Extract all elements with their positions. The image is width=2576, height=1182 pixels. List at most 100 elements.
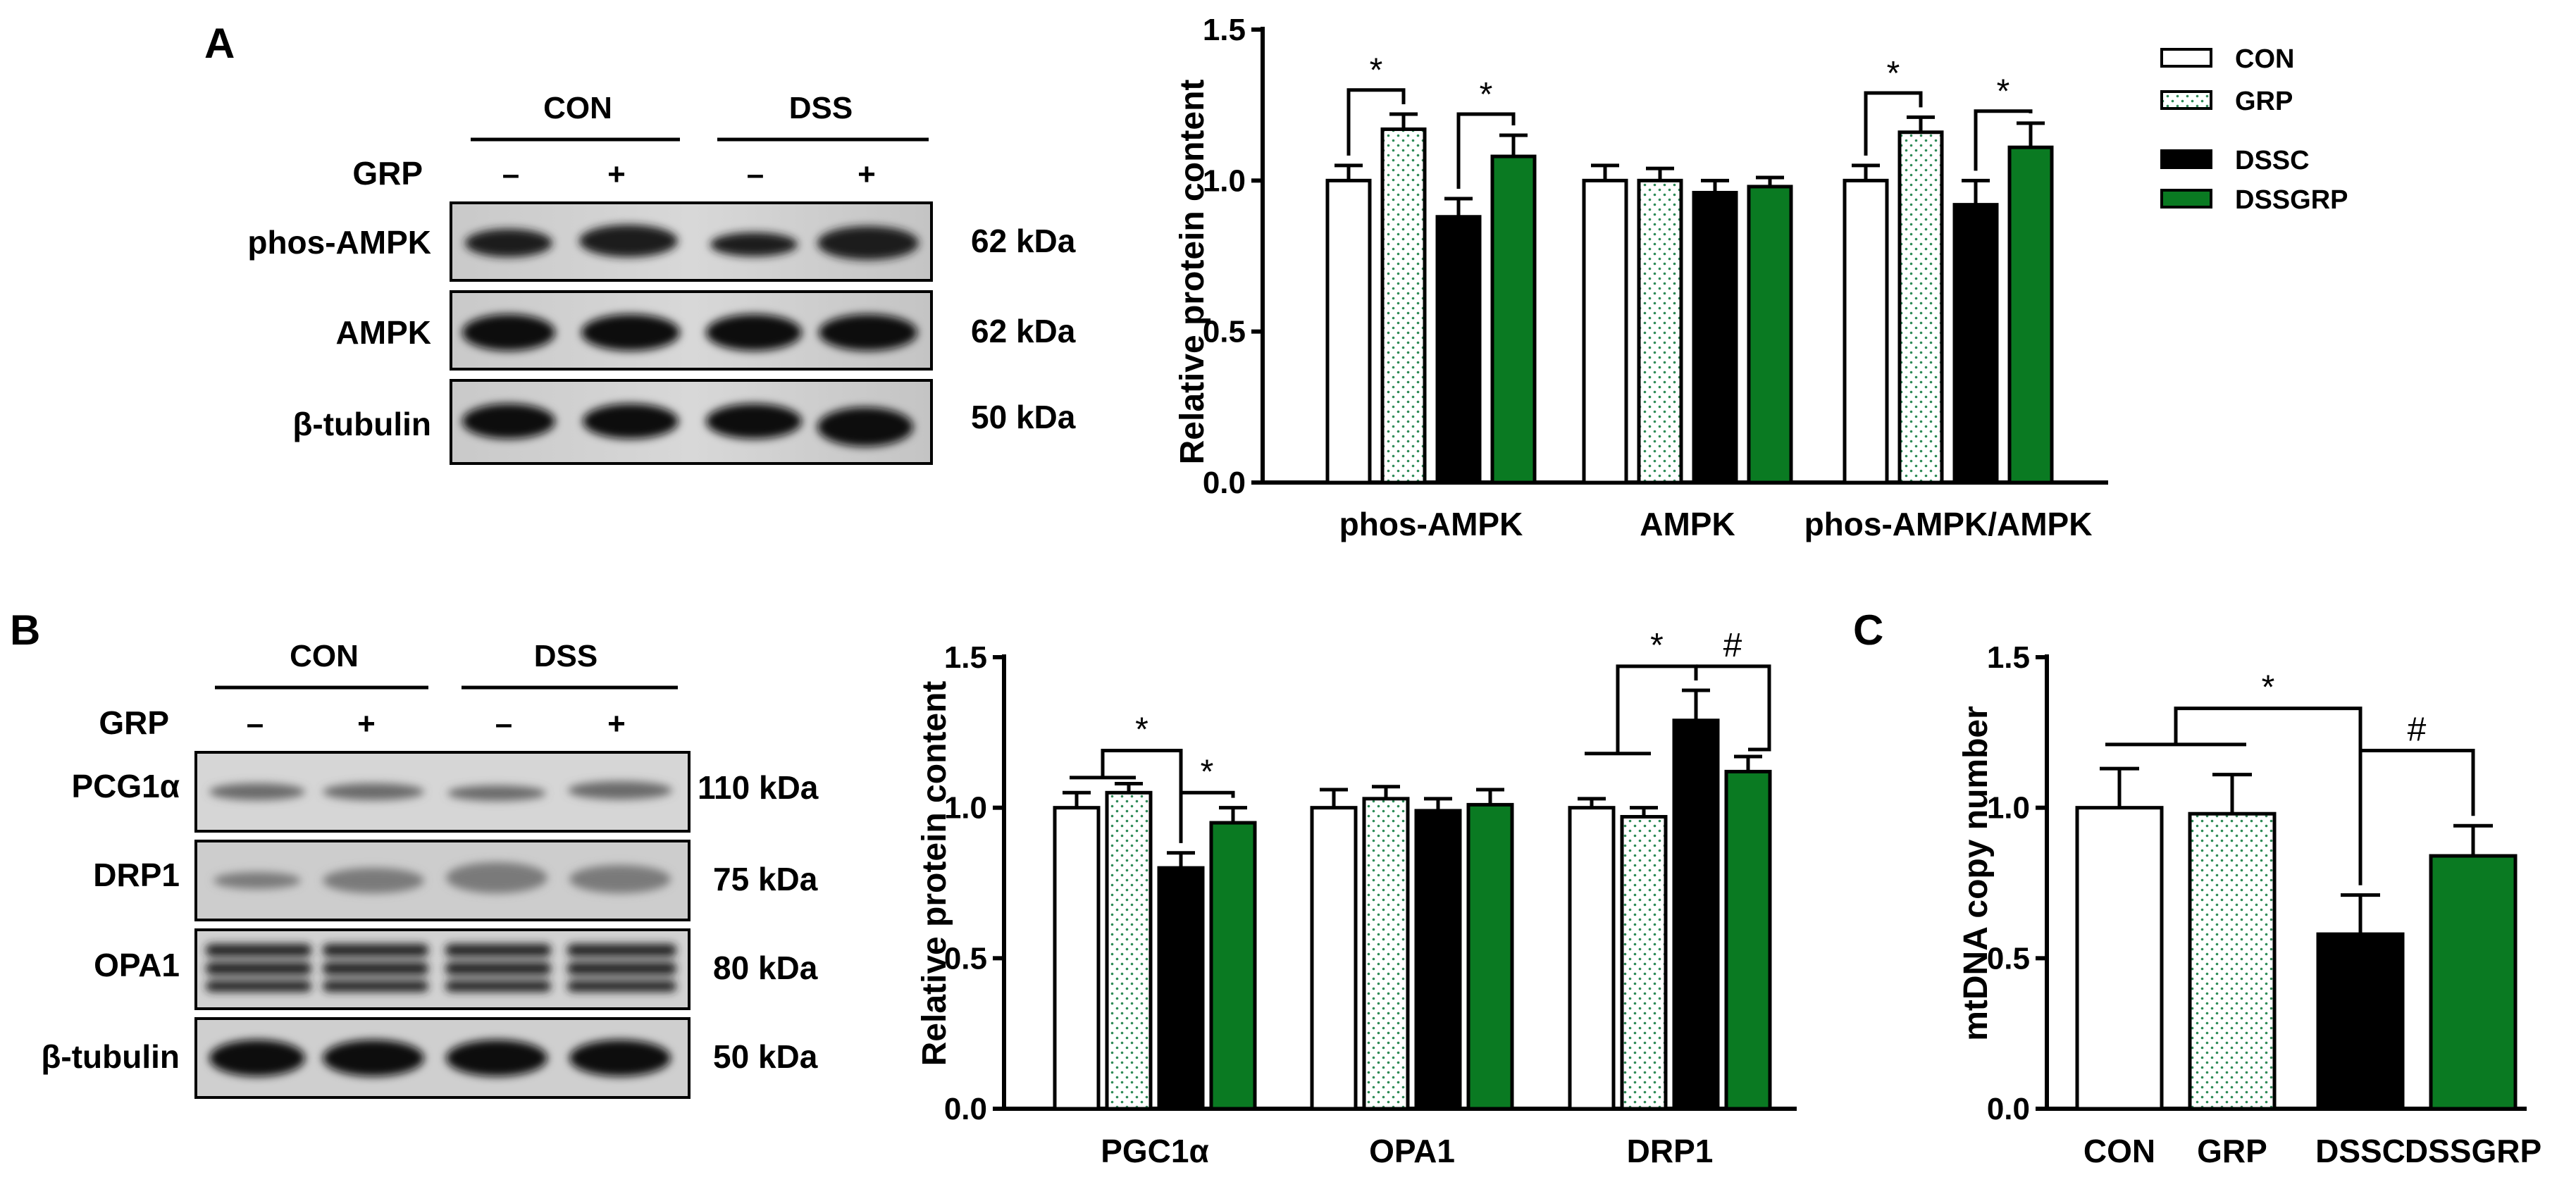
blot-b-size-1: 110 kDa — [698, 769, 819, 806]
chart-c-sig-bracket-1 — [2358, 748, 2475, 885]
blot-b-treatment-label: GRP — [99, 704, 169, 741]
blot-a: CON DSS GRP – + – + phos-AMPK 62 kDa AMP… — [247, 91, 1076, 465]
chart-c-xtick-label-0: CON — [2083, 1133, 2155, 1169]
legend-label-grp: GRP — [2235, 87, 2293, 116]
chart-b-sig-bracket-1 — [1179, 790, 1235, 843]
chart-a-bar-phos-ampk-con — [1325, 178, 1372, 485]
chart-c-bar-grp — [2188, 811, 2277, 1111]
legend-swatch-dssgrp — [2160, 189, 2212, 209]
chart-b-xtick-label-1: OPA1 — [1369, 1133, 1455, 1169]
blot-b-sign-1: – — [247, 707, 264, 741]
blot-b-bands-3 — [206, 944, 676, 992]
chart-b-xtick-label-0: PGC1α — [1101, 1133, 1209, 1169]
blot-b: CON DSS GRP – + – + PCG1α 110 kDa DRP1 7… — [41, 639, 819, 1099]
chart-b-sig-bracket-2 — [1616, 664, 1698, 754]
legend: CON GRP DSSC DSSGRP — [2160, 44, 2348, 215]
chart-c-xtick-label-3: DSSGRP — [2405, 1133, 2541, 1169]
legend-label-dssgrp: DSSGRP — [2235, 185, 2348, 215]
chart-a-bar-ampk-dssc — [1692, 190, 1738, 485]
chart-a-sig-bracket-0 — [1346, 88, 1406, 156]
chart-c-ytick-label-2: 1.0 — [1987, 791, 2030, 826]
legend-label-con: CON — [2235, 44, 2294, 74]
chart-a-xtick-label-0: phos-AMPK — [1339, 506, 1523, 542]
chart-c-bar-dssc — [2316, 932, 2405, 1111]
blot-b-protein-4: β-tubulin — [41, 1038, 180, 1075]
blot-a-bands-2 — [462, 314, 917, 351]
blot-a-sign-1: – — [502, 157, 519, 192]
legend-swatch-con — [2160, 48, 2212, 68]
blot-b-bands-2 — [213, 862, 671, 893]
chart-a-sig-label-1: * — [1480, 76, 1493, 113]
chart-a-bar-phos-ampk-ampk-con — [1843, 178, 1889, 485]
chart-b-bar-pgc1-dssgrp — [1209, 821, 1257, 1111]
chart-c-xtick-label-1: GRP — [2197, 1133, 2267, 1169]
legend-swatch-grp — [2160, 90, 2212, 110]
chart-b-ylabel: Relative protein content — [916, 681, 953, 1066]
chart-b-bar-opa1-dssgrp — [1466, 802, 1514, 1111]
chart-b-bar-drp1-grp — [1620, 814, 1668, 1111]
chart-c-sig-label-0: * — [2262, 669, 2275, 707]
blot-a-protein-3: β-tubulin — [292, 406, 431, 442]
blot-b-size-2: 75 kDa — [713, 861, 818, 897]
chart-a-bar-phos-ampk-ampk-grp — [1897, 130, 1944, 485]
blot-a-protein-1: phos-AMPK — [247, 224, 431, 261]
blot-b-size-3: 80 kDa — [713, 950, 818, 986]
blot-a-size-3: 50 kDa — [971, 399, 1076, 435]
chart-a-ytick-label-1: 0.5 — [1203, 315, 1246, 349]
chart-c-ylabel: mtDNA copy number — [1957, 706, 1995, 1041]
blot-b-group-con: CON — [290, 639, 359, 673]
chart-b-sig-label-0: * — [1135, 711, 1148, 748]
chart-a-bar-phos-ampk-dssgrp — [1490, 154, 1537, 485]
blot-b-sign-4: + — [607, 707, 626, 741]
blot-a-sign-4: + — [857, 157, 876, 192]
chart-a-xtick-label-1: AMPK — [1640, 506, 1735, 542]
chart-a-bar-phos-ampk-ampk-dssgrp — [2007, 145, 2054, 485]
panel-letter-c: C — [1853, 606, 1883, 654]
chart-a-bar-ampk-grp — [1637, 178, 1683, 485]
legend-label-dssc: DSSC — [2235, 146, 2310, 175]
chart-b-bar-drp1-dssc — [1672, 718, 1720, 1111]
chart-b-bar-pgc1-con — [1053, 806, 1101, 1111]
blot-b-size-4: 50 kDa — [713, 1038, 818, 1075]
blot-a-protein-2: AMPK — [336, 314, 431, 351]
chart-b-sig-label-1: * — [1201, 753, 1214, 790]
chart-a-xtick-label-2: phos-AMPK/AMPK — [1804, 506, 2093, 542]
chart-a-ytick-label-3: 1.5 — [1203, 13, 1246, 47]
chart-a-sig-label-2: * — [1887, 55, 1900, 92]
chart-a-sig-bracket-3 — [1974, 109, 2033, 171]
chart-b-bar-drp1-con — [1568, 806, 1616, 1111]
chart-b-sig-bracket-3 — [1696, 664, 1771, 752]
chart-a-bar-phos-ampk-ampk-dssc — [1952, 203, 1999, 485]
blot-a-bands-1 — [465, 225, 919, 260]
chart-b-bar-opa1-dssc — [1414, 809, 1462, 1111]
chart-b-sig-label-3: # — [1723, 627, 1742, 664]
chart-a-ytick-label-0: 0.0 — [1203, 466, 1246, 500]
chart-b-ytick-label-1: 0.5 — [944, 941, 987, 976]
chart-c-ytick-label-1: 0.5 — [1987, 941, 2030, 976]
chart-a-sig-bracket-2 — [1864, 91, 1923, 156]
blot-b-sign-2: + — [357, 707, 376, 741]
blot-b-bands-1 — [209, 781, 672, 801]
chart-c-ytick-label-3: 1.5 — [1987, 640, 2030, 675]
blot-a-size-2: 62 kDa — [971, 313, 1076, 349]
chart-b-bar-drp1-dssgrp — [1724, 769, 1772, 1111]
chart-a-bar-phos-ampk-dssc — [1435, 215, 1482, 485]
chart-a-sig-label-0: * — [1370, 52, 1383, 89]
blot-b-protein-2: DRP1 — [93, 857, 180, 893]
chart-b-ytick-label-0: 0.0 — [944, 1092, 987, 1126]
legend-swatch-dssc — [2160, 149, 2212, 169]
chart-a-bar-phos-ampk-grp — [1380, 127, 1427, 485]
chart-c-bar-con — [2075, 806, 2164, 1111]
chart-c-ytick-label-0: 0.0 — [1987, 1092, 2030, 1126]
blot-b-sign-3: – — [495, 707, 512, 741]
blot-b-bands-4 — [209, 1040, 671, 1076]
chart-c-sig-label-1: # — [2408, 711, 2427, 748]
chart-a-bar-ampk-con — [1582, 178, 1628, 485]
chart-b-bar-pgc1-dssc — [1157, 866, 1205, 1111]
chart-a-ylabel: Relative protein content — [1174, 80, 1211, 465]
chart-a-sig-label-3: * — [1997, 73, 2010, 111]
blot-a-sign-2: + — [607, 157, 626, 192]
chart-b-bar-pgc1-grp — [1105, 790, 1153, 1111]
chart-b-bar-opa1-con — [1310, 806, 1358, 1111]
chart-b-ytick-label-2: 1.0 — [944, 791, 987, 826]
